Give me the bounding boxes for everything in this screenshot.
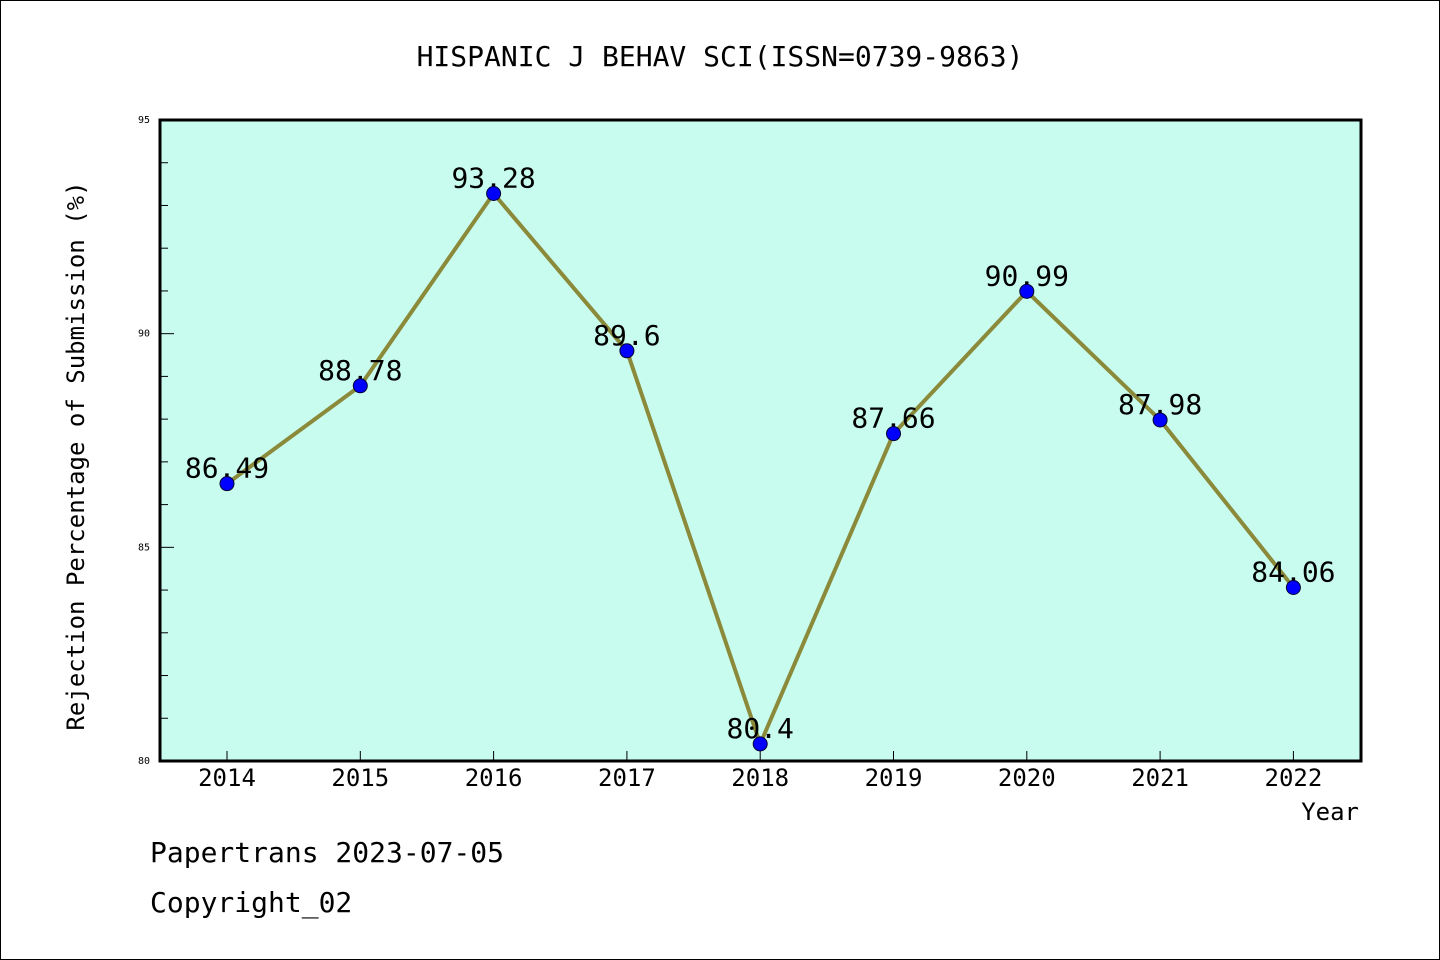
y-tick-label: 90	[138, 329, 150, 340]
data-point-marker	[1019, 283, 1035, 299]
data-markers	[219, 186, 1301, 752]
x-ticks	[226, 751, 1294, 761]
data-point-marker	[752, 736, 768, 752]
footer-copyright: Copyright_02	[150, 886, 353, 919]
x-tick-label: 2022	[1265, 764, 1323, 792]
x-tick-label: 2018	[731, 764, 789, 792]
y-tick-labels: 80 85 90 95	[138, 115, 150, 767]
chart-title: HISPANIC J BEHAV SCI(ISSN=0739-9863)	[417, 40, 1024, 73]
x-tick-label: 2020	[998, 764, 1056, 792]
data-point-marker	[486, 186, 502, 202]
y-tick-label: 80	[138, 756, 150, 767]
x-axis-label: Year	[1301, 798, 1359, 826]
x-tick-label: 2014	[198, 764, 256, 792]
data-point-marker	[352, 378, 368, 394]
data-point-marker	[1152, 412, 1168, 428]
y-tick-label: 95	[138, 115, 150, 126]
footer-credit: Papertrans 2023-07-05	[150, 836, 505, 869]
x-tick-label: 2019	[865, 764, 923, 792]
data-point-marker	[886, 426, 901, 442]
x-tick-label: 2017	[598, 764, 656, 792]
x-tick-label: 2015	[331, 764, 389, 792]
plot-area	[160, 120, 1361, 761]
plot-border	[158, 118, 1363, 763]
data-point-marker	[619, 343, 635, 359]
data-point-marker	[219, 476, 235, 492]
x-tick-label: 2021	[1131, 764, 1189, 792]
y-axis-label: Rejection Percentage of Submission (%)	[62, 181, 90, 730]
y-tick-label: 85	[138, 542, 150, 553]
x-tick-labels: 2014 2015 2016 2017 2018 2019 2020 2021 2022	[198, 764, 1322, 792]
data-point-marker	[1285, 580, 1301, 596]
x-tick-label: 2016	[465, 764, 523, 792]
